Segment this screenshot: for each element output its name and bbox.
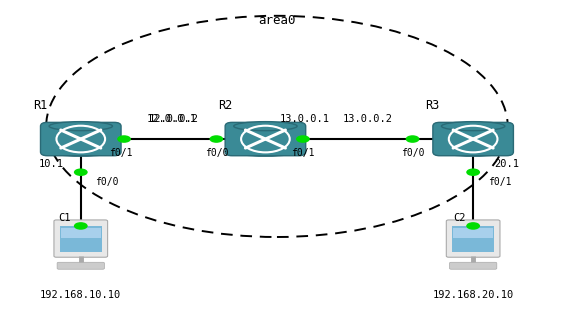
Text: C2: C2: [453, 213, 466, 223]
Text: area0: area0: [258, 14, 295, 27]
Text: 192.168.10.10: 192.168.10.10: [40, 290, 121, 301]
Text: f0/1: f0/1: [110, 148, 133, 158]
Text: f0/1: f0/1: [488, 177, 511, 187]
Text: 13.0.0.1: 13.0.0.1: [280, 113, 330, 124]
Text: 192.168.20.10: 192.168.20.10: [433, 290, 514, 301]
Circle shape: [74, 168, 88, 176]
Ellipse shape: [49, 122, 113, 131]
Circle shape: [296, 135, 310, 143]
Circle shape: [466, 168, 480, 176]
Text: 12.0.0.1: 12.0.0.1: [147, 113, 197, 124]
Ellipse shape: [234, 148, 297, 156]
Text: f0/1: f0/1: [291, 148, 314, 158]
Text: R2: R2: [218, 99, 232, 112]
Circle shape: [406, 135, 419, 143]
Text: 12.0.0.2: 12.0.0.2: [149, 113, 199, 124]
Text: R3: R3: [426, 99, 440, 112]
FancyBboxPatch shape: [61, 228, 101, 238]
Ellipse shape: [441, 122, 505, 131]
Circle shape: [117, 135, 131, 143]
Text: 13.0.0.2: 13.0.0.2: [342, 113, 392, 124]
Circle shape: [74, 222, 88, 230]
Text: 20.1: 20.1: [494, 159, 519, 169]
Text: f0/0: f0/0: [401, 148, 424, 158]
Text: C1: C1: [58, 213, 71, 223]
Ellipse shape: [49, 148, 113, 156]
FancyBboxPatch shape: [40, 122, 121, 156]
Circle shape: [466, 222, 480, 230]
FancyBboxPatch shape: [57, 262, 104, 269]
Circle shape: [209, 135, 223, 143]
FancyBboxPatch shape: [225, 122, 306, 156]
FancyBboxPatch shape: [446, 220, 500, 257]
Text: R1: R1: [33, 99, 47, 112]
Ellipse shape: [234, 122, 297, 131]
FancyBboxPatch shape: [453, 228, 493, 238]
FancyBboxPatch shape: [59, 226, 102, 252]
Ellipse shape: [441, 148, 505, 156]
Text: 10.1: 10.1: [38, 159, 63, 169]
FancyBboxPatch shape: [54, 220, 107, 257]
FancyBboxPatch shape: [449, 262, 497, 269]
Text: f0/0: f0/0: [95, 177, 119, 187]
FancyBboxPatch shape: [452, 226, 494, 252]
FancyBboxPatch shape: [433, 122, 514, 156]
Text: f0/0: f0/0: [205, 148, 228, 158]
